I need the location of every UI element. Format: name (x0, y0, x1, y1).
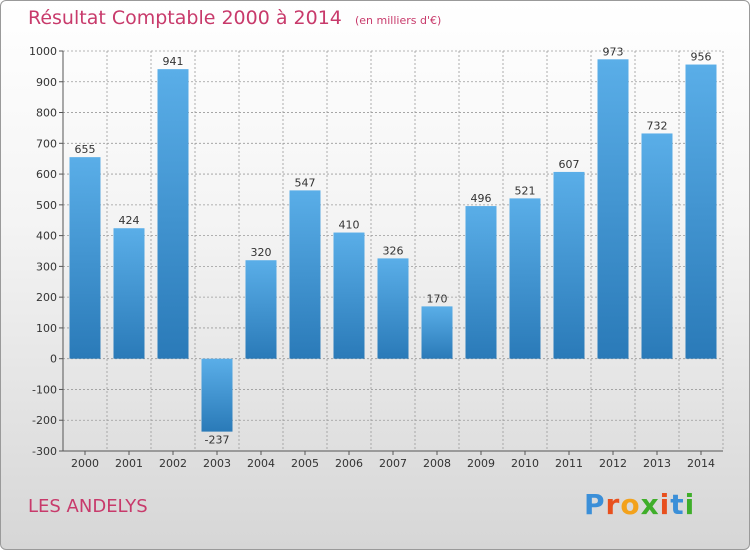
y-tick-label: -100 (32, 383, 57, 396)
bar-2010 (509, 198, 541, 359)
x-tick-label: 2011 (555, 457, 583, 470)
x-tick-label: 2003 (203, 457, 231, 470)
data-label: 973 (603, 45, 624, 58)
x-tick-label: 2007 (379, 457, 407, 470)
x-tick-label: 2013 (643, 457, 671, 470)
commune-name: LES ANDELYS (28, 496, 148, 517)
logo-letter: r (605, 488, 621, 521)
x-tick-label: 2000 (71, 457, 99, 470)
bars (69, 59, 717, 432)
logo-letter: i (659, 488, 671, 521)
logo-letter: P (584, 488, 606, 521)
bar-2000 (69, 157, 101, 359)
y-tick-label: 100 (36, 322, 57, 335)
data-labels: 655 424 941 -237 320 547 410 326 170 496 521 607 973… (75, 45, 712, 446)
data-label: 607 (559, 158, 580, 171)
chart-title-block: Résultat Comptable 2000 à 2014 (en milli… (28, 7, 441, 29)
data-label: 547 (295, 176, 316, 189)
data-label: 320 (251, 246, 272, 259)
y-tick-label: 500 (36, 199, 57, 212)
y-tick-label: 900 (36, 76, 57, 89)
y-tick-label: 200 (36, 291, 57, 304)
data-label: 326 (383, 244, 404, 257)
proxiti-logo[interactable]: Proxiti (584, 488, 695, 521)
data-label: 732 (647, 119, 668, 132)
bar-2007 (377, 258, 409, 359)
chart-subtitle: (en milliers d'€) (354, 14, 442, 27)
data-label: 496 (471, 192, 492, 205)
y-tick-label: 700 (36, 137, 57, 150)
x-tick-label: 2002 (159, 457, 187, 470)
bar-2009 (465, 206, 497, 359)
x-tick-label: 2001 (115, 457, 143, 470)
y-tick-label: 0 (50, 353, 57, 366)
x-tick-label: 2009 (467, 457, 495, 470)
data-label: 941 (163, 55, 184, 68)
bar-2003 (201, 358, 233, 432)
y-tick-label: 1000 (29, 45, 57, 58)
data-label: 424 (119, 214, 140, 227)
data-label: -237 (205, 434, 230, 447)
y-tick-label: -200 (32, 414, 57, 427)
data-label: 521 (515, 184, 536, 197)
bar-2008 (421, 306, 453, 359)
chart-title: Résultat Comptable 2000 à 2014 (28, 7, 342, 29)
y-tick-label: 600 (36, 168, 57, 181)
y-tick-label: -300 (32, 445, 57, 458)
y-tick-label: 300 (36, 260, 57, 273)
logo-letter: i (684, 488, 696, 521)
x-tick-label: 2012 (599, 457, 627, 470)
x-tick-label: 2005 (291, 457, 319, 470)
y-tick-label: 400 (36, 230, 57, 243)
bar-2013 (641, 133, 673, 359)
bar-2004 (245, 260, 277, 359)
data-label: 956 (691, 51, 712, 64)
bar-2005 (289, 190, 321, 359)
bar-2012 (597, 59, 629, 359)
logo-letter: t (670, 488, 685, 521)
axes: 10009008007006005004003002001000-100-200… (29, 45, 723, 470)
x-tick-label: 2010 (511, 457, 539, 470)
x-tick-label: 2008 (423, 457, 451, 470)
logo-letter: x (640, 488, 660, 521)
bar-2006 (333, 232, 365, 359)
y-tick-label: 800 (36, 107, 57, 120)
bar-2011 (553, 171, 585, 359)
x-tick-label: 2006 (335, 457, 363, 470)
bar-2014 (685, 64, 717, 359)
bar-2002 (157, 69, 189, 359)
data-label: 655 (75, 143, 96, 156)
logo-letter: o (620, 488, 641, 521)
x-tick-label: 2014 (687, 457, 715, 470)
bar-2001 (113, 228, 145, 359)
data-label: 170 (427, 292, 448, 305)
data-label: 410 (339, 219, 360, 232)
x-tick-label: 2004 (247, 457, 275, 470)
